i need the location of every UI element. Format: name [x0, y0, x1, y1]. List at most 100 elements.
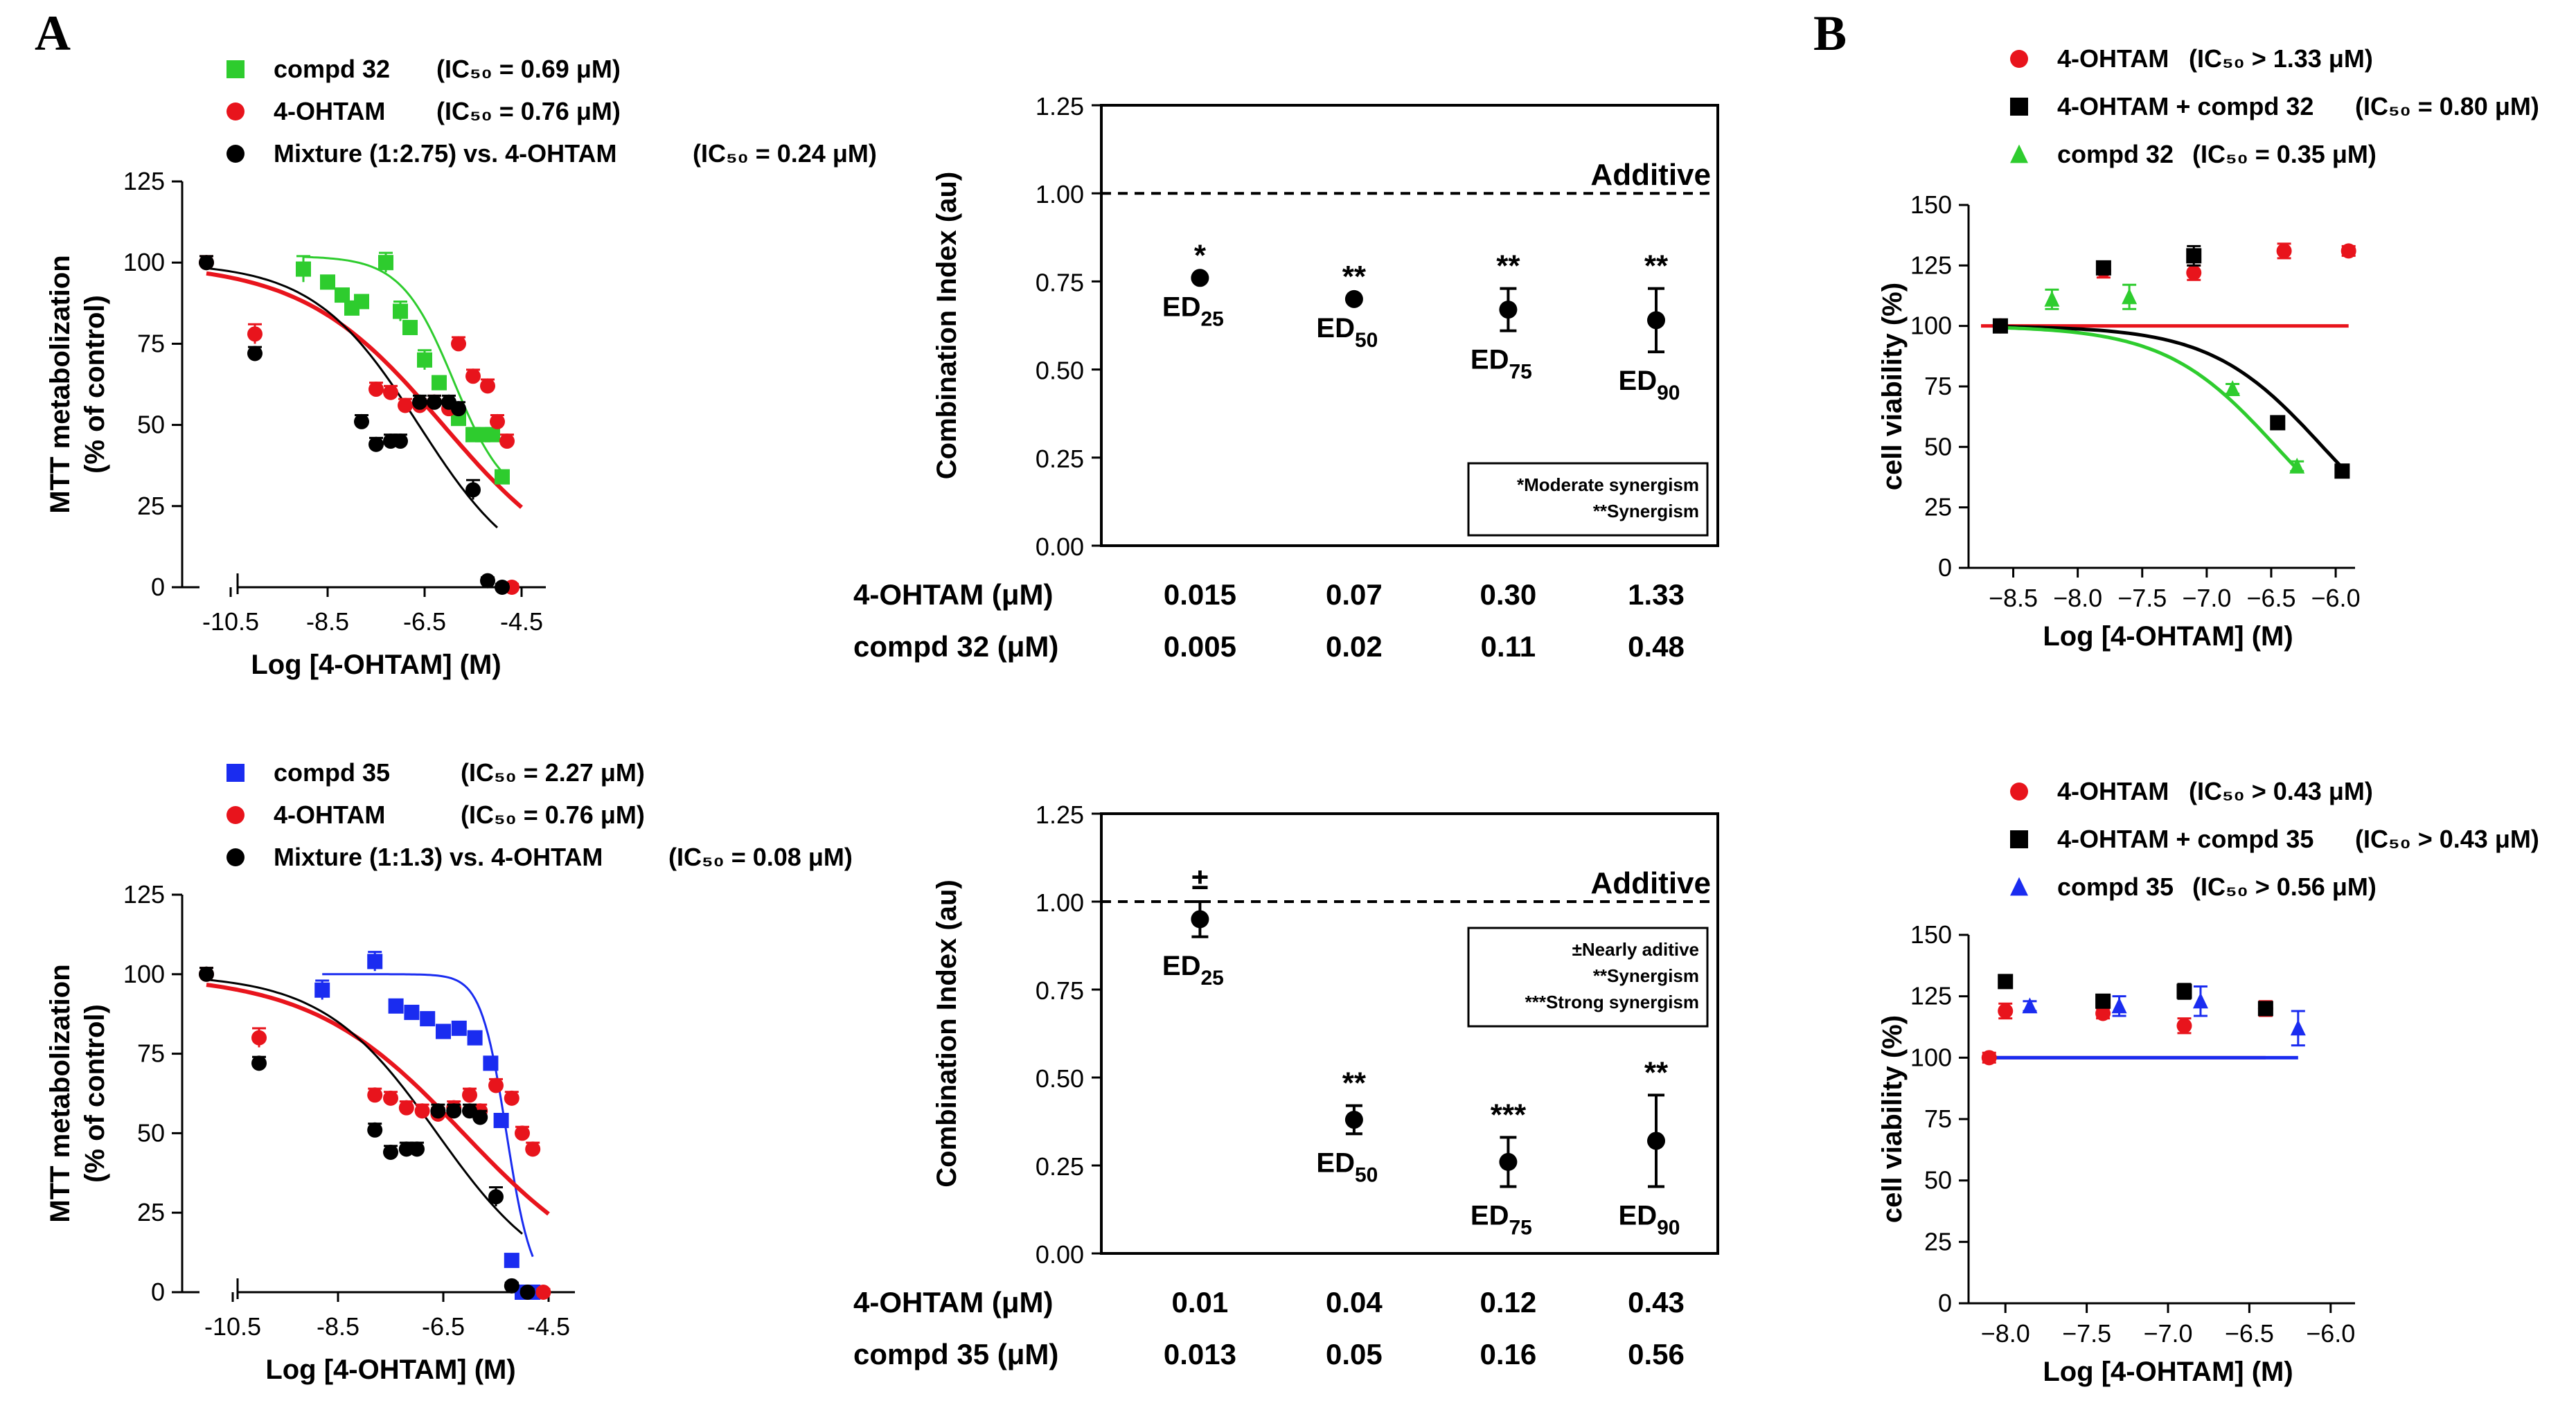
x-tick-label: −7.0 — [2143, 1319, 2192, 1348]
ci-point — [1344, 1110, 1363, 1129]
table-cell: 1.33 — [1628, 578, 1685, 611]
data-point — [251, 1030, 267, 1046]
data-point — [499, 434, 515, 449]
legend-marker — [2010, 98, 2028, 116]
legend-label: 4-OHTAM — [274, 97, 385, 125]
combination-index-chart-compd35: 0.00 0.25 0.50 0.75 1.00 1.25 Combination Inde… — [853, 801, 1719, 1370]
y-tick-label: 0 — [151, 573, 165, 601]
x-tick-label: -6.5 — [403, 607, 446, 636]
data-point — [490, 413, 505, 429]
y-tick-label: 0 — [1938, 1289, 1952, 1317]
legend-label: compd 32 — [2057, 140, 2174, 168]
x-tick-label: −6.0 — [2311, 584, 2361, 612]
table-cell: 0.013 — [1164, 1338, 1236, 1370]
y-tick-label: 75 — [137, 329, 165, 357]
legend-marker — [2010, 50, 2028, 68]
table-cell: 0.01 — [1172, 1286, 1229, 1319]
data-point — [493, 1113, 509, 1129]
data-point — [2095, 1006, 2111, 1021]
y-tick-label: 0.25 — [1036, 445, 1084, 473]
data-point — [383, 1144, 398, 1160]
ed-label-sub: 50 — [1355, 329, 1378, 352]
y-axis-title: Combination Index (au) — [932, 879, 962, 1187]
ed-label-main: ED — [1619, 366, 1658, 396]
data-point — [2257, 1001, 2273, 1017]
data-point — [368, 382, 384, 397]
data-point — [2270, 415, 2286, 431]
legend-marker — [2010, 830, 2028, 848]
plot-frame — [1100, 104, 1719, 547]
data-point — [2290, 1019, 2306, 1036]
data-point — [535, 1285, 551, 1300]
y-axis-title: cell viability (%) — [1877, 1015, 1908, 1223]
x-tick-label: −7.0 — [2182, 584, 2231, 612]
data-point — [383, 384, 398, 400]
fit-curve — [2000, 325, 2299, 470]
data-point — [2340, 243, 2356, 259]
data-point — [451, 1020, 467, 1036]
legend-marker — [2010, 783, 2028, 801]
note-box — [1467, 927, 1709, 1028]
data-point — [432, 375, 447, 391]
legend-label: compd 35 — [2057, 873, 2174, 901]
table-row-label: compd 35 (μM) — [853, 1338, 1058, 1370]
data-point — [525, 1141, 541, 1157]
ed-label: ED50 — [1316, 313, 1378, 352]
data-point — [504, 1253, 519, 1269]
ed-label-main: ED — [1471, 345, 1509, 375]
table-cell: 0.015 — [1164, 578, 1236, 611]
data-point — [1981, 1050, 1997, 1066]
y-tick-label: 0.00 — [1036, 1240, 1084, 1269]
y-tick-label: 1.25 — [1036, 801, 1084, 829]
x-tick-label: −7.5 — [2117, 584, 2167, 612]
data-point — [430, 1103, 446, 1119]
fit-curve — [2000, 325, 2344, 469]
ed-label-main: ED — [1162, 292, 1201, 322]
data-point — [483, 1055, 499, 1071]
y-tick-label: 125 — [123, 880, 165, 909]
y-tick-label: 125 — [1910, 982, 1952, 1010]
data-point — [409, 1141, 425, 1157]
significance-marker: ** — [1644, 249, 1669, 283]
y-tick-label: 0.25 — [1036, 1152, 1084, 1181]
ed-label-main: ED — [1471, 1200, 1509, 1231]
combination-index-chart-compd32: 0.00 0.25 0.50 0.75 1.00 1.25 Combination Inde… — [853, 92, 1719, 663]
table-row-label: compd 32 (μM) — [853, 630, 1058, 663]
legend-label: compd 32 — [274, 55, 390, 83]
table-cell: 0.005 — [1164, 630, 1236, 663]
x-tick-label: −8.0 — [2053, 584, 2102, 612]
data-point — [467, 1030, 483, 1046]
x-tick-label: −6.5 — [2225, 1319, 2274, 1348]
y-tick-label: 150 — [1910, 920, 1952, 949]
additive-label: Additive — [1590, 158, 1711, 192]
x-tick-label: −6.0 — [2306, 1319, 2355, 1348]
data-point — [1998, 1003, 2014, 1019]
data-point — [367, 1087, 383, 1103]
data-point — [354, 413, 369, 429]
ed-label: ED25 — [1162, 951, 1224, 990]
legend-label: 4-OHTAM + compd 32 — [2057, 92, 2313, 120]
legend-ic50: (IC₅₀ = 0.76 μM) — [461, 801, 645, 829]
table-row-label: 4-OHTAM (μM) — [853, 578, 1054, 611]
data-point — [485, 427, 500, 443]
y-tick-label: 75 — [1924, 372, 1952, 400]
note-line: **Synergism — [1593, 965, 1699, 986]
table-cell: 0.11 — [1481, 630, 1536, 663]
data-point — [2186, 265, 2202, 280]
y-tick-label: 50 — [137, 411, 165, 439]
ed-label: ED50 — [1316, 1147, 1378, 1186]
data-point — [2111, 997, 2127, 1014]
x-tick-label: -10.5 — [204, 1312, 261, 1341]
y-tick-label: 50 — [137, 1118, 165, 1147]
legend-marker — [226, 60, 245, 78]
table-cell: 0.07 — [1326, 578, 1383, 611]
ed-label-sub: 50 — [1355, 1163, 1378, 1186]
legend-ic50: (IC₅₀ = 0.35 μM) — [2192, 140, 2377, 168]
y-tick-label: 1.25 — [1036, 92, 1084, 120]
table-cell: 0.43 — [1628, 1286, 1685, 1319]
data-point — [368, 436, 384, 452]
data-point — [314, 982, 330, 998]
table-cell: 0.48 — [1628, 630, 1685, 663]
y-tick-label: 1.00 — [1036, 888, 1084, 917]
